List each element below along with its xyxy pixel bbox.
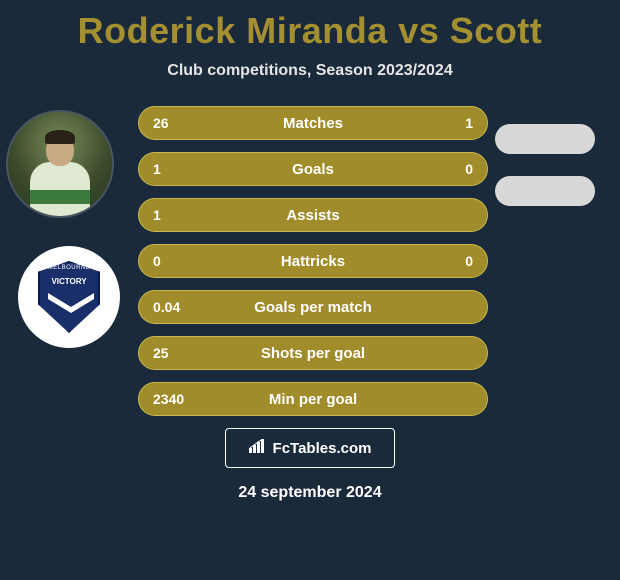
stat-left-value: 25 xyxy=(153,345,169,361)
stat-left-value: 1 xyxy=(153,207,161,223)
club-top-text: MELBOURNE xyxy=(40,265,98,271)
stat-bar: 2340 Min per goal xyxy=(138,382,488,416)
footer-date: 24 september 2024 xyxy=(0,484,620,502)
stat-left-value: 0 xyxy=(153,253,161,269)
stat-label: Goals per match xyxy=(254,299,372,316)
club-badge: MELBOURNE VICTORY xyxy=(18,246,120,348)
footer-brand-text: FcTables.com xyxy=(273,440,372,457)
stat-bar: 0.04 Goals per match xyxy=(138,290,488,324)
stat-bar: 25 Shots per goal xyxy=(138,336,488,370)
stat-left-value: 26 xyxy=(153,115,169,131)
player-photo xyxy=(6,110,114,218)
stat-bar: 26 Matches 1 xyxy=(138,106,488,140)
stat-bar: 0 Hattricks 0 xyxy=(138,244,488,278)
stat-label: Goals xyxy=(292,161,334,178)
stat-label: Assists xyxy=(286,207,339,224)
chart-icon xyxy=(249,439,267,458)
stat-bars: 26 Matches 1 1 Goals 0 1 Assists 0 Hattricks 0 0.04… xyxy=(138,106,488,416)
stat-pill xyxy=(495,176,595,206)
club-shield: MELBOURNE VICTORY xyxy=(38,261,100,333)
footer-brand-box: FcTables.com xyxy=(225,428,395,468)
stat-right-value: 0 xyxy=(465,253,473,269)
stat-pill xyxy=(495,124,595,154)
stat-label: Hattricks xyxy=(281,253,345,270)
stat-left-value: 2340 xyxy=(153,391,184,407)
avatar-torso xyxy=(30,162,90,218)
subtitle: Club competitions, Season 2023/2024 xyxy=(0,62,620,80)
stat-label: Shots per goal xyxy=(261,345,365,362)
stat-bar: 1 Assists xyxy=(138,198,488,232)
stat-left-value: 0.04 xyxy=(153,299,180,315)
stat-label: Min per goal xyxy=(269,391,357,408)
stat-right-value: 1 xyxy=(465,115,473,131)
page-title: Roderick Miranda vs Scott xyxy=(0,0,620,52)
stat-left-value: 1 xyxy=(153,161,161,177)
avatar-hair xyxy=(45,130,75,144)
club-bottom-text: VICTORY xyxy=(40,277,98,286)
club-chevron xyxy=(48,293,94,313)
stat-label: Matches xyxy=(283,115,343,132)
stat-right-value: 0 xyxy=(465,161,473,177)
stat-bar: 1 Goals 0 xyxy=(138,152,488,186)
